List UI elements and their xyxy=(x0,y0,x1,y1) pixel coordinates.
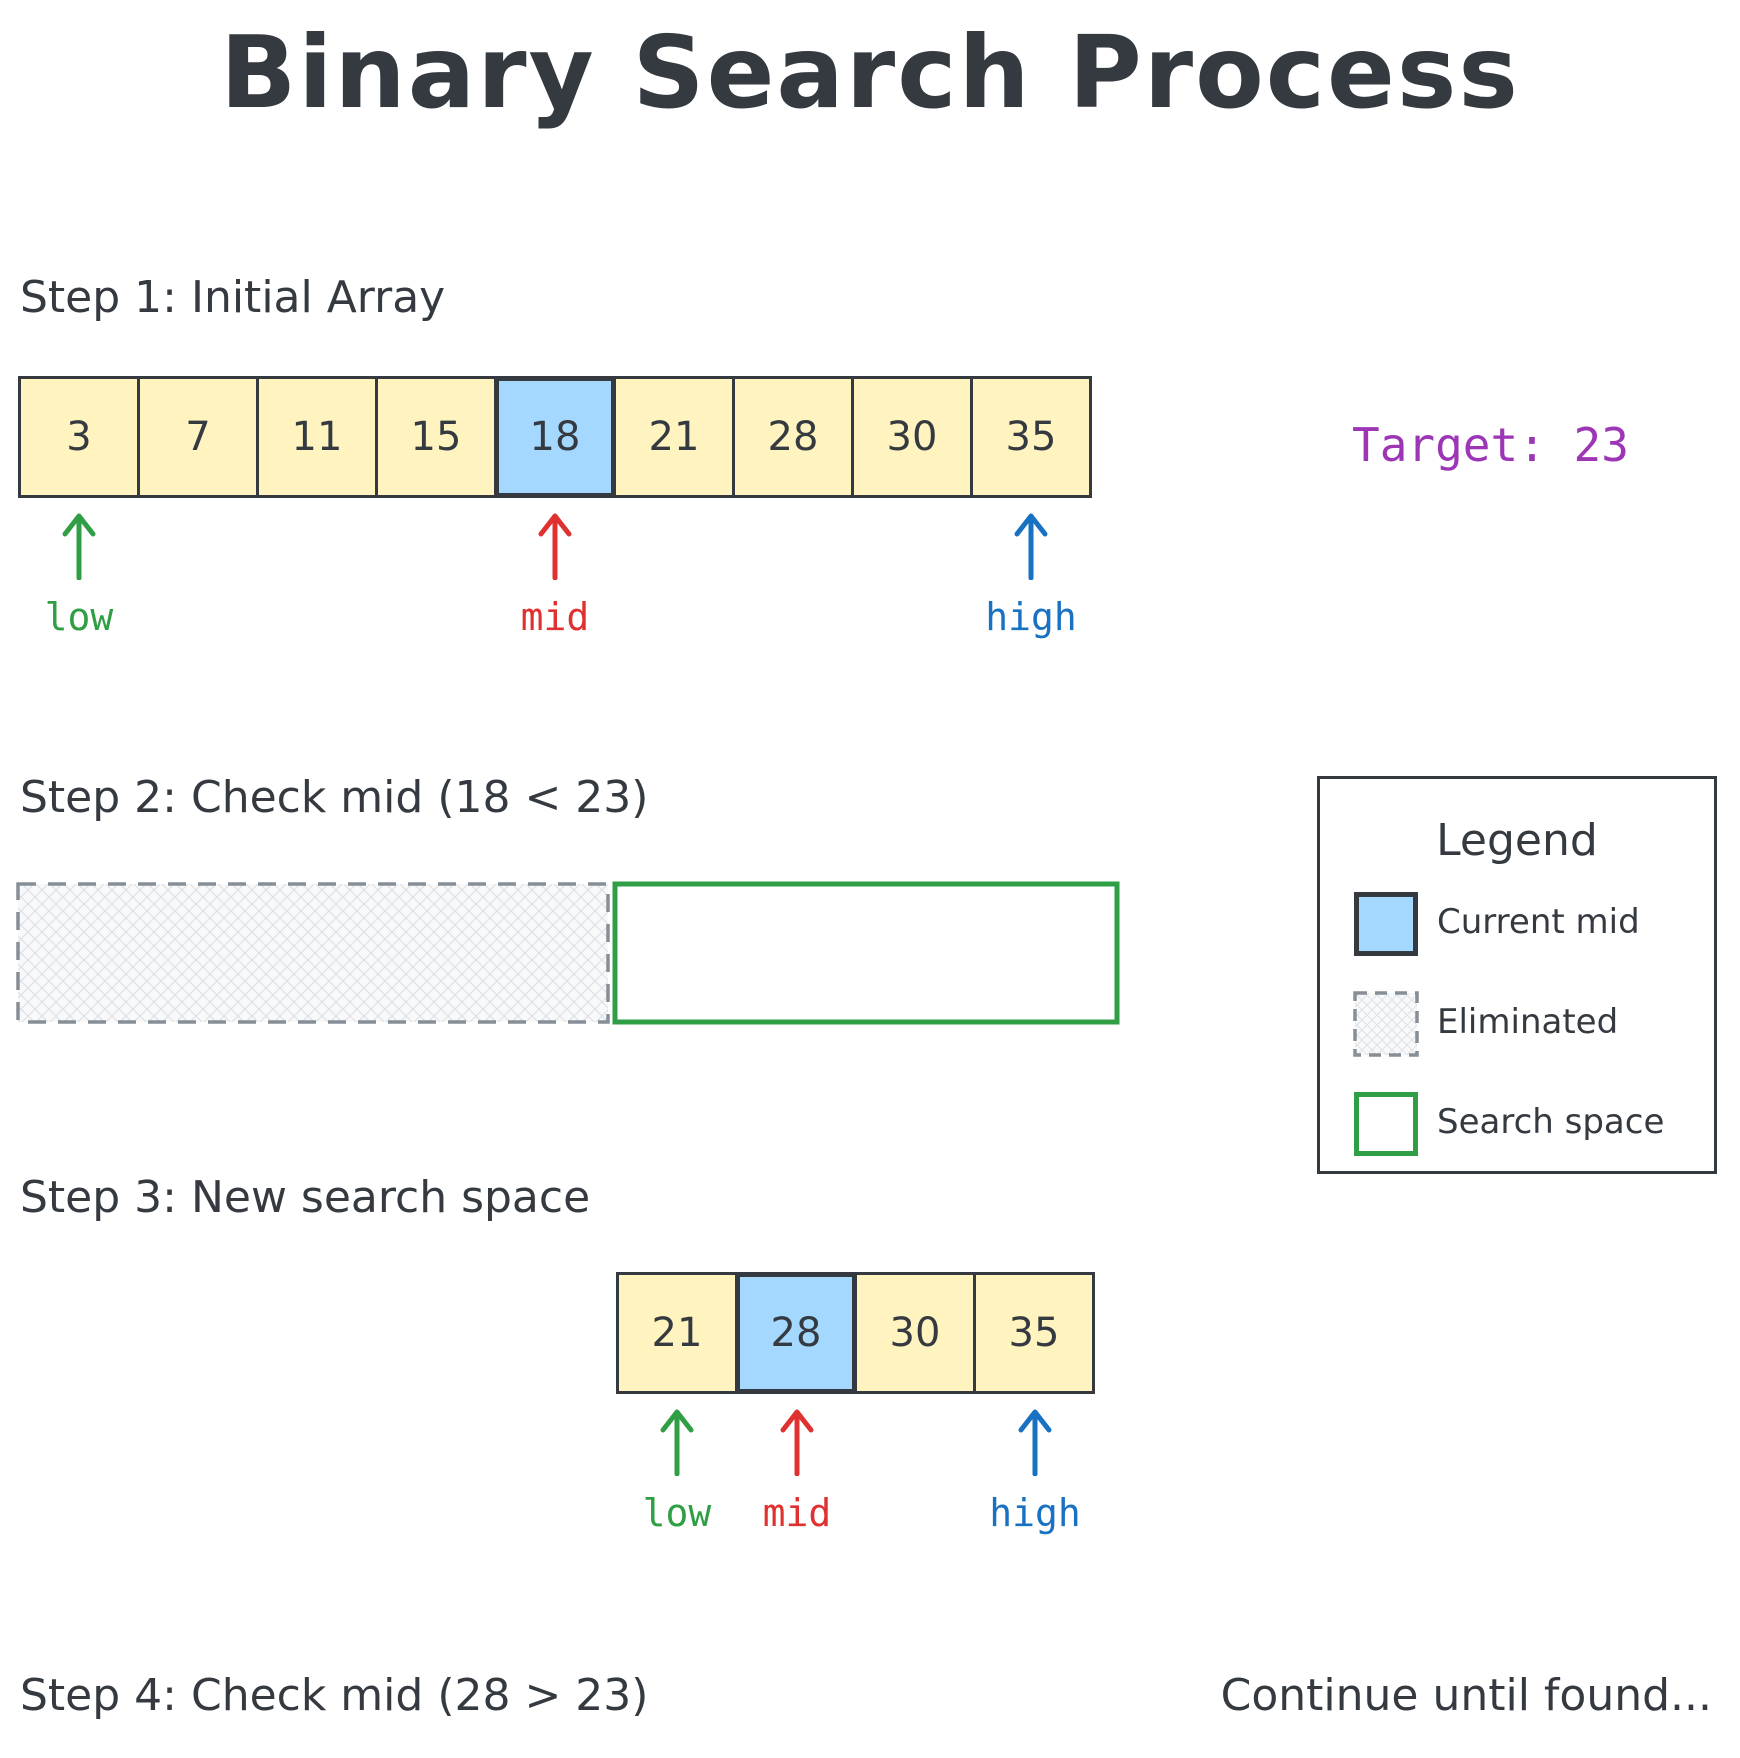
step3-high-pointer: high xyxy=(980,1406,1090,1535)
legend-title: Legend xyxy=(1436,815,1598,866)
step3-label: Step 3: New search space xyxy=(20,1172,591,1223)
step2-partition xyxy=(16,881,1120,1025)
step3-cell: 30 xyxy=(854,1272,976,1394)
step1-high-pointer: high xyxy=(976,510,1086,639)
search-space-swatch xyxy=(1354,1092,1418,1156)
arrow-up-icon xyxy=(538,513,572,581)
continue-note: Continue until found... xyxy=(1220,1670,1712,1721)
target-value: Target: 23 xyxy=(1352,418,1629,472)
legend-item-current-mid: Current mid xyxy=(1437,902,1640,942)
step3-cell: 21 xyxy=(616,1272,738,1394)
step1-low-pointer: low xyxy=(24,510,134,639)
high-label: high xyxy=(989,1491,1081,1535)
step1-mid-pointer: mid xyxy=(500,510,610,639)
step1-cell: 28 xyxy=(732,376,854,498)
step3-low-pointer: low xyxy=(622,1406,732,1535)
legend-item-search-space: Search space xyxy=(1437,1102,1665,1142)
low-label: low xyxy=(44,595,114,639)
step1-cell: 35 xyxy=(970,376,1092,498)
arrow-up-icon xyxy=(780,1409,814,1477)
step3-cell: 35 xyxy=(973,1272,1095,1394)
legend-item-eliminated: Eliminated xyxy=(1437,1002,1619,1042)
arrow-up-icon xyxy=(62,513,96,581)
eliminated-region xyxy=(16,882,610,1024)
arrow-up-icon xyxy=(1014,513,1048,581)
step1-cell: 11 xyxy=(256,376,378,498)
high-label: high xyxy=(985,595,1077,639)
current-mid-swatch xyxy=(1354,892,1418,956)
step1-label: Step 1: Initial Array xyxy=(20,272,446,323)
low-label: low xyxy=(642,1491,712,1535)
mid-label: mid xyxy=(762,1491,832,1535)
step1-cell: 15 xyxy=(375,376,497,498)
eliminated-swatch xyxy=(1353,991,1419,1057)
step1-cell-mid: 18 xyxy=(494,376,616,498)
arrow-up-icon xyxy=(660,1409,694,1477)
step1-cell: 30 xyxy=(851,376,973,498)
step4-label: Step 4: Check mid (28 > 23) xyxy=(20,1670,649,1721)
step2-label: Step 2: Check mid (18 < 23) xyxy=(20,772,649,823)
step1-cell: 7 xyxy=(137,376,259,498)
diagram-title: Binary Search Process xyxy=(220,14,1520,131)
step1-cell: 3 xyxy=(18,376,140,498)
step3-mid-pointer: mid xyxy=(742,1406,852,1535)
step3-array: 21 28 30 35 xyxy=(616,1272,1096,1394)
step1-cell: 21 xyxy=(613,376,735,498)
search-space-region xyxy=(612,881,1120,1025)
step3-cell-mid: 28 xyxy=(735,1272,857,1394)
mid-label: mid xyxy=(520,595,590,639)
arrow-up-icon xyxy=(1018,1409,1052,1477)
step1-array: 3 7 11 15 18 21 28 30 35 xyxy=(18,376,1098,498)
